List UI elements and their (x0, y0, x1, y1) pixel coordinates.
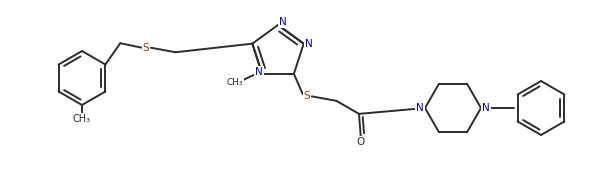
Text: N: N (255, 67, 263, 77)
Text: N: N (305, 39, 312, 49)
Text: N: N (416, 103, 424, 113)
Text: CH₃: CH₃ (73, 114, 91, 124)
Text: S: S (143, 43, 149, 53)
Text: CH₃: CH₃ (226, 78, 243, 87)
Text: S: S (304, 91, 310, 101)
Text: O: O (357, 137, 365, 147)
Text: N: N (482, 103, 490, 113)
Text: N: N (279, 17, 287, 27)
